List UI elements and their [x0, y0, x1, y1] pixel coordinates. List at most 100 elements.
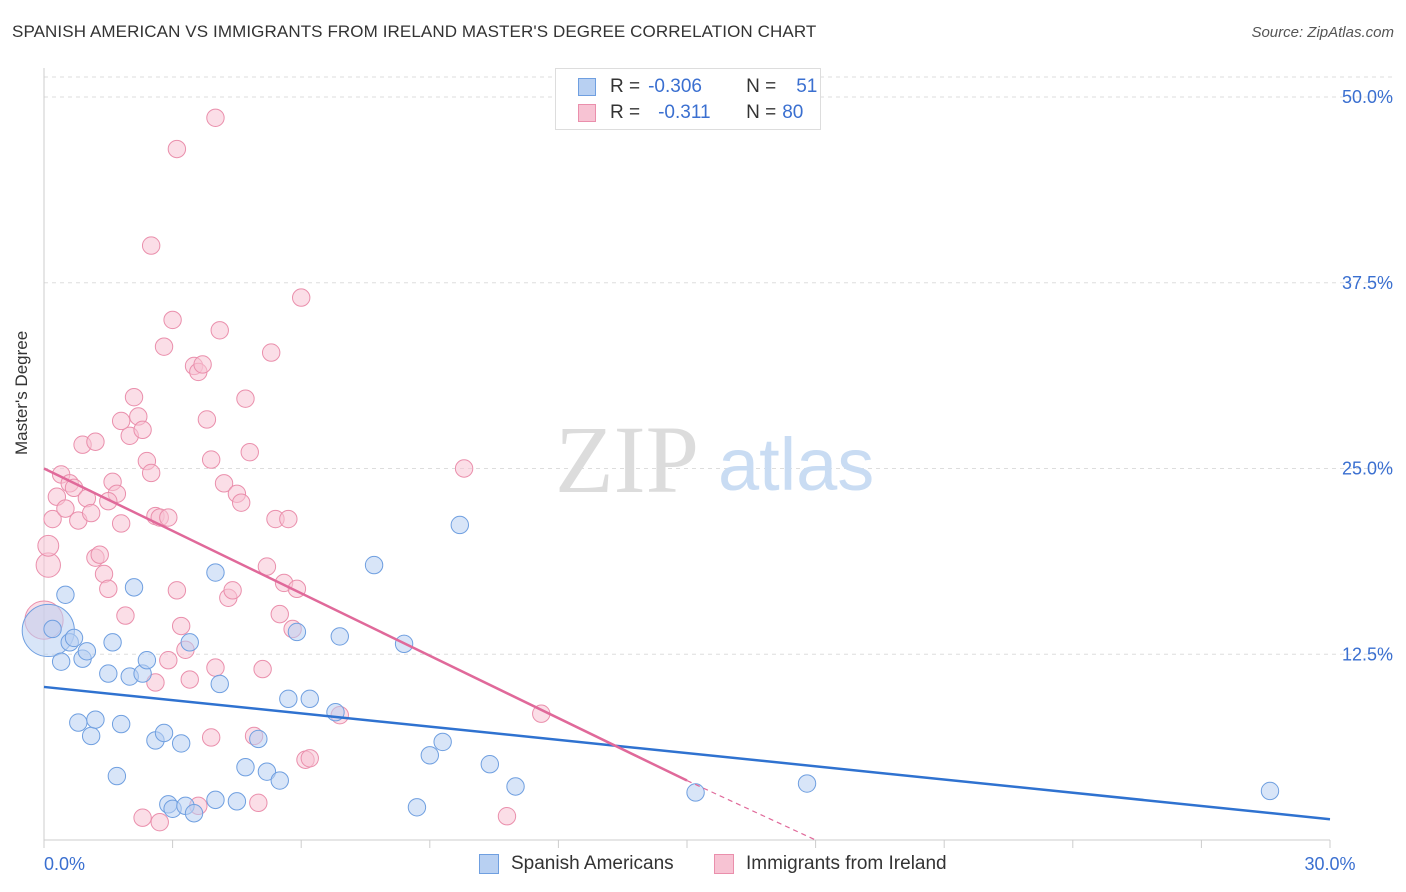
watermark-zip: ZIP [555, 406, 699, 513]
immigrants-ireland-point [99, 491, 118, 511]
legend-item-spanish-americans: Spanish Americans [479, 852, 674, 876]
immigrants-ireland-point [154, 337, 174, 356]
watermark: ZIP atlas [555, 406, 874, 513]
immigrants-ireland-point [270, 604, 289, 624]
immigrants-ireland-point [292, 288, 311, 307]
trend-line-immigrants-ireland-extension [686, 780, 816, 841]
immigrants-ireland-point [249, 793, 268, 813]
spanish-americans-point [506, 777, 525, 796]
immigrants-ireland-point [171, 616, 191, 636]
spanish-americans-point [171, 734, 191, 753]
immigrants-ireland-point [223, 581, 242, 600]
legend-r-value: -0.311 [658, 102, 711, 123]
spanish-americans-point [51, 652, 71, 671]
spanish-americans-point [107, 766, 127, 786]
spanish-americans-point [180, 633, 199, 652]
immigrants-ireland-point [167, 139, 187, 159]
spanish-americans-point [99, 664, 118, 683]
spanish-americans-point [257, 762, 277, 781]
correlation-legend: R = -0.306 N = 51 R = -0.311 N = 80 [555, 68, 821, 130]
y-tick-label: 50.0% [1342, 87, 1393, 107]
immigrants-ireland-point [197, 410, 217, 429]
legend-r-value: -0.306 [648, 76, 702, 97]
spanish-americans-point [206, 790, 225, 810]
spanish-americans-point [81, 726, 101, 746]
spanish-americans-point [111, 714, 131, 734]
spanish-americans-point [77, 642, 97, 661]
legend-row-spanish-americans: R = -0.306 N = 51 [578, 74, 817, 100]
immigrants-ireland-point [257, 557, 277, 576]
immigrants-ireland-point [159, 650, 178, 670]
trend-line-immigrants-ireland [43, 467, 688, 782]
immigrants-ireland-point [99, 579, 118, 599]
data-points [21, 108, 1280, 832]
spanish-americans-point [364, 555, 384, 575]
spanish-americans-point [420, 746, 439, 765]
legend-item-immigrants-ireland: Immigrants from Ireland [714, 852, 947, 876]
immigrants-ireland-point [116, 606, 135, 625]
spanish-americans-point [86, 710, 105, 729]
legend-label-immigrants-ireland: Immigrants from Ireland [746, 853, 947, 874]
immigrants-ireland-point [133, 808, 152, 827]
y-tick-label: 25.0% [1342, 459, 1393, 479]
immigrants-ireland-point [300, 749, 319, 768]
spanish-americans-point [300, 689, 319, 709]
immigrants-ireland-point [90, 545, 109, 564]
immigrants-ireland-point [111, 411, 131, 431]
spanish-americans-point [433, 732, 452, 752]
spanish-americans-point [1260, 781, 1280, 801]
y-axis-label: Master's Degree [12, 330, 31, 455]
spanish-americans-point [124, 578, 144, 597]
immigrants-ireland-point [206, 658, 225, 677]
immigrants-ireland-point [201, 728, 221, 747]
legend-label-spanish-americans: Spanish Americans [511, 853, 674, 874]
immigrants-ireland-point [141, 463, 161, 483]
immigrants-ireland-point [253, 659, 272, 679]
spanish-americans-point [43, 619, 62, 639]
spanish-americans-point [270, 771, 289, 790]
immigrants-ireland-point [210, 321, 229, 340]
immigrants-ireland-point [141, 236, 161, 255]
legend-swatch-blue [578, 78, 596, 96]
legend-swatch-pink [578, 104, 596, 122]
spanish-americans-point [206, 563, 225, 582]
immigrants-ireland-point [240, 442, 259, 462]
source-credit: Source: ZipAtlas.com [1251, 24, 1394, 41]
immigrants-ireland-point [180, 670, 199, 689]
spanish-americans-point [279, 689, 298, 709]
immigrants-ireland-point [454, 459, 474, 478]
watermark-atlas: atlas [718, 423, 874, 506]
trend-line-spanish-americans [43, 685, 1331, 821]
chart-title: SPANISH AMERICAN VS IMMIGRANTS FROM IREL… [12, 22, 817, 41]
y-tick-label: 12.5% [1342, 644, 1393, 664]
spanish-americans-point [236, 757, 255, 777]
legend-n-value: 80 [782, 102, 804, 123]
immigrants-ireland-point [146, 673, 165, 692]
immigrants-ireland-point [56, 499, 75, 518]
spanish-americans-point [103, 633, 122, 652]
spanish-americans-point [330, 627, 349, 646]
immigrants-ireland-point [261, 343, 281, 362]
legend-n-label: N = [746, 102, 777, 123]
spanish-americans-point [56, 585, 75, 605]
immigrants-ireland-point [163, 310, 182, 330]
spanish-americans-point [480, 755, 500, 774]
immigrants-ireland-point [214, 474, 234, 493]
immigrants-ireland-point [231, 493, 251, 512]
spanish-americans-point [686, 783, 705, 802]
trend-lines [43, 467, 1331, 841]
x-tick-label: 30.0% [1304, 854, 1355, 874]
legend-r-label: R = [610, 102, 641, 123]
legend-n-label: N = [746, 76, 777, 97]
immigrants-ireland-point [133, 420, 152, 440]
legend-swatch-blue [479, 854, 499, 874]
immigrants-ireland-point [497, 807, 517, 826]
immigrants-ireland-point [193, 355, 212, 374]
legend-n-value: 51 [796, 76, 818, 97]
immigrants-ireland-point [43, 509, 62, 529]
immigrants-ireland-point [150, 812, 169, 832]
immigrants-ireland-point [279, 509, 298, 529]
immigrants-ireland-point [124, 387, 144, 407]
y-tick-label: 37.5% [1342, 273, 1393, 293]
